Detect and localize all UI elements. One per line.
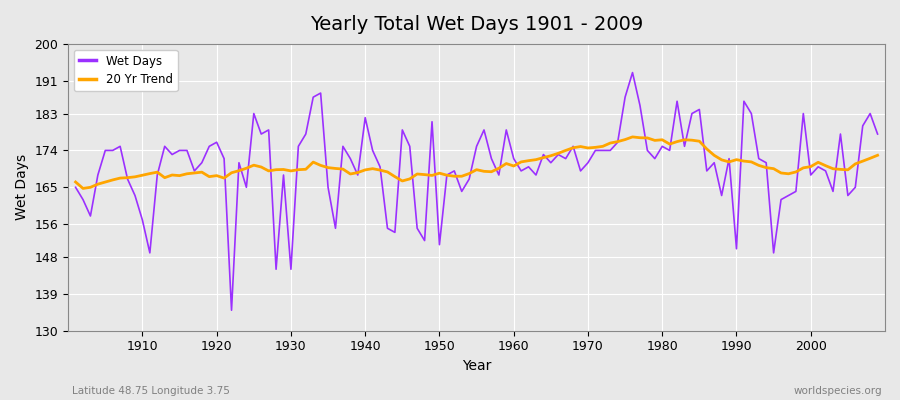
20 Yr Trend: [70, 180, 81, 184]
Line: Wet Days: Wet Days: [76, 72, 878, 310]
Wet Days: [301, 132, 311, 136]
20 Yr Trend: [508, 164, 519, 168]
Wet Days: [627, 70, 638, 75]
Wet Days: [345, 156, 356, 161]
Wet Days: [872, 132, 883, 136]
X-axis label: Year: Year: [462, 359, 491, 373]
20 Yr Trend: [77, 186, 88, 191]
Text: Latitude 48.75 Longitude 3.75: Latitude 48.75 Longitude 3.75: [72, 386, 230, 396]
Legend: Wet Days, 20 Yr Trend: Wet Days, 20 Yr Trend: [74, 50, 177, 91]
Wet Days: [516, 168, 526, 173]
20 Yr Trend: [872, 153, 883, 158]
20 Yr Trend: [605, 141, 616, 146]
Text: worldspecies.org: worldspecies.org: [794, 386, 882, 396]
Wet Days: [70, 185, 81, 190]
Wet Days: [508, 156, 519, 161]
Title: Yearly Total Wet Days 1901 - 2009: Yearly Total Wet Days 1901 - 2009: [310, 15, 644, 34]
Line: 20 Yr Trend: 20 Yr Trend: [76, 137, 878, 188]
Wet Days: [605, 148, 616, 153]
Wet Days: [130, 193, 140, 198]
20 Yr Trend: [137, 173, 148, 178]
20 Yr Trend: [516, 160, 526, 164]
20 Yr Trend: [345, 172, 356, 176]
Wet Days: [226, 308, 237, 313]
20 Yr Trend: [301, 167, 311, 172]
20 Yr Trend: [627, 134, 638, 139]
Y-axis label: Wet Days: Wet Days: [15, 154, 29, 220]
